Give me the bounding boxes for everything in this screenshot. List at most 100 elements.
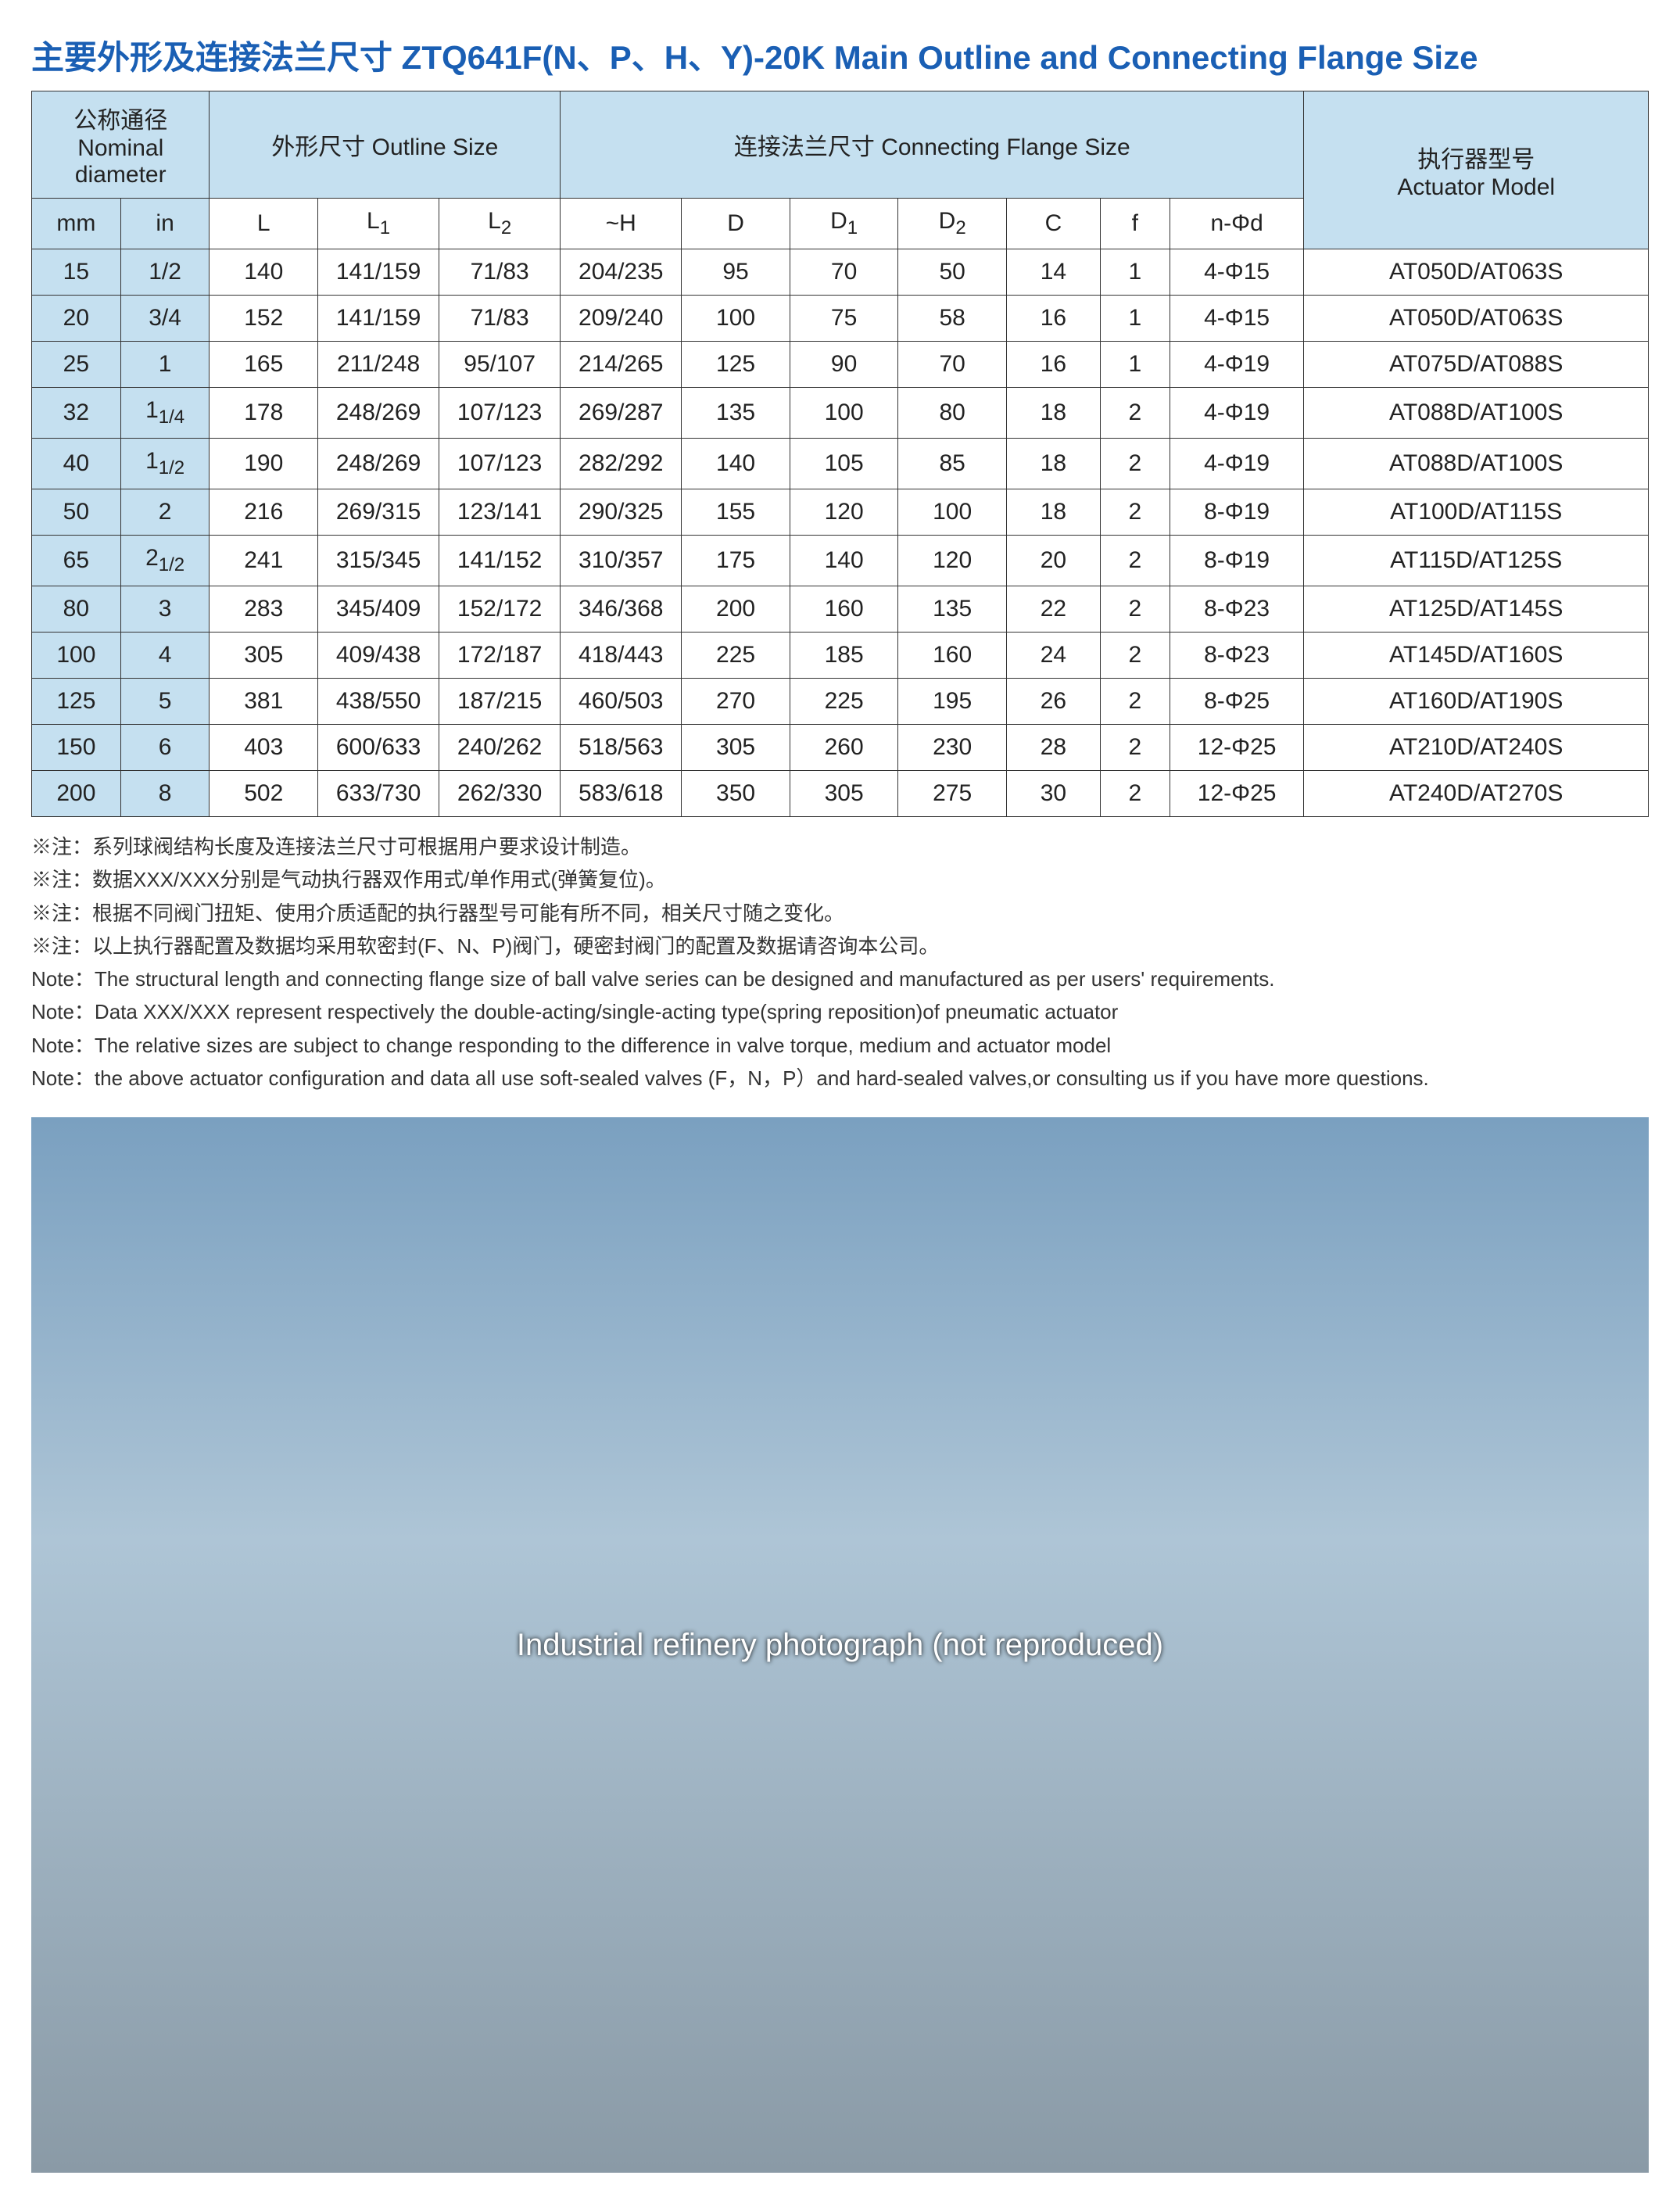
hdr-nominal: 公称通径 Nominal diameter [32, 91, 210, 199]
table-cell: 190 [210, 439, 318, 489]
table-cell: 403 [210, 725, 318, 771]
table-cell: AT160D/AT190S [1304, 679, 1649, 725]
table-cell: 140 [210, 249, 318, 296]
table-cell: 2 [1100, 388, 1170, 439]
note-line: ※注：系列球阀结构长度及连接法兰尺寸可根据用户要求设计制造。 [31, 831, 1649, 862]
table-row: 3211/4178248/269107/123269/2871351008018… [32, 388, 1649, 439]
table-cell: 216 [210, 489, 318, 536]
table-cell: 5 [120, 679, 210, 725]
table-cell: 4-Φ15 [1170, 296, 1304, 342]
table-cell: 11/4 [120, 388, 210, 439]
table-cell: 21/2 [120, 536, 210, 586]
table-body: 151/2140141/15971/83204/2359570501414-Φ1… [32, 249, 1649, 817]
table-cell: 8-Φ23 [1170, 586, 1304, 633]
note-line: Note：The relative sizes are subject to c… [31, 1030, 1649, 1061]
table-cell: 2 [1100, 536, 1170, 586]
table-cell: 185 [790, 633, 898, 679]
table-cell: 16 [1006, 342, 1100, 388]
table-cell: 11/2 [120, 439, 210, 489]
table-cell: AT100D/AT115S [1304, 489, 1649, 536]
table-cell: 152 [210, 296, 318, 342]
hdr-nominal-en: Nominal diameter [75, 135, 167, 188]
table-cell: 381 [210, 679, 318, 725]
table-cell: 18 [1006, 489, 1100, 536]
table-cell: 141/152 [439, 536, 561, 586]
hdr-D1: D1 [790, 199, 898, 249]
table-cell: 26 [1006, 679, 1100, 725]
table-cell: 1 [120, 342, 210, 388]
table-cell: 125 [682, 342, 790, 388]
table-cell: 100 [790, 388, 898, 439]
table-cell: 8-Φ23 [1170, 633, 1304, 679]
table-cell: 2 [1100, 679, 1170, 725]
note-line: Note：the above actuator configuration an… [31, 1063, 1649, 1094]
hdr-D2: D2 [898, 199, 1007, 249]
table-cell: 175 [682, 536, 790, 586]
table-cell: 107/123 [439, 439, 561, 489]
table-cell: 30 [1006, 771, 1100, 817]
table-cell: 70 [790, 249, 898, 296]
table-cell: 90 [790, 342, 898, 388]
table-cell: 105 [790, 439, 898, 489]
table-cell: 269/287 [561, 388, 682, 439]
table-cell: AT125D/AT145S [1304, 586, 1649, 633]
table-row: 4011/2190248/269107/123282/2921401058518… [32, 439, 1649, 489]
table-cell: 248/269 [318, 439, 439, 489]
table-row: 1506403600/633240/262518/563305260230282… [32, 725, 1649, 771]
table-cell: 50 [898, 249, 1007, 296]
table-cell: 140 [682, 439, 790, 489]
table-cell: 152/172 [439, 586, 561, 633]
table-cell: 20 [1006, 536, 1100, 586]
table-head: 公称通径 Nominal diameter 外形尺寸 Outline Size … [32, 91, 1649, 249]
table-cell: 120 [790, 489, 898, 536]
table-cell: 58 [898, 296, 1007, 342]
table-cell: 409/438 [318, 633, 439, 679]
table-cell: 1 [1100, 296, 1170, 342]
table-cell: 20 [32, 296, 121, 342]
table-cell: 282/292 [561, 439, 682, 489]
title-en: Main Outline and Connecting Flange Size [825, 39, 1478, 76]
table-cell: 200 [682, 586, 790, 633]
table-cell: 305 [790, 771, 898, 817]
table-cell: 225 [682, 633, 790, 679]
table-cell: 4-Φ19 [1170, 388, 1304, 439]
table-cell: 1/2 [120, 249, 210, 296]
table-cell: 2 [120, 489, 210, 536]
table-cell: 95/107 [439, 342, 561, 388]
table-cell: 346/368 [561, 586, 682, 633]
table-row: 203/4152141/15971/83209/24010075581614-Φ… [32, 296, 1649, 342]
table-cell: 283 [210, 586, 318, 633]
table-cell: 71/83 [439, 249, 561, 296]
hdr-outline: 外形尺寸 Outline Size [210, 91, 561, 199]
table-cell: 418/443 [561, 633, 682, 679]
table-cell: 2 [1100, 586, 1170, 633]
table-cell: 2 [1100, 439, 1170, 489]
table-cell: AT210D/AT240S [1304, 725, 1649, 771]
spec-table: 公称通径 Nominal diameter 外形尺寸 Outline Size … [31, 91, 1649, 817]
table-cell: 100 [32, 633, 121, 679]
hdr-L1: L1 [318, 199, 439, 249]
table-cell: 178 [210, 388, 318, 439]
note-line: Note：The structural length and connectin… [31, 963, 1649, 994]
table-cell: 1 [1100, 342, 1170, 388]
table-cell: 160 [898, 633, 1007, 679]
table-cell: 70 [898, 342, 1007, 388]
table-cell: 141/159 [318, 249, 439, 296]
table-cell: 187/215 [439, 679, 561, 725]
table-cell: 2 [1100, 633, 1170, 679]
table-cell: 172/187 [439, 633, 561, 679]
table-cell: 18 [1006, 388, 1100, 439]
table-cell: 214/265 [561, 342, 682, 388]
table-cell: 155 [682, 489, 790, 536]
table-cell: 3 [120, 586, 210, 633]
table-row: 803283345/409152/172346/3682001601352228… [32, 586, 1649, 633]
table-cell: 1 [1100, 249, 1170, 296]
table-cell: 633/730 [318, 771, 439, 817]
table-row: 1255381438/550187/215460/503270225195262… [32, 679, 1649, 725]
table-cell: 2 [1100, 725, 1170, 771]
table-cell: 80 [32, 586, 121, 633]
table-cell: 65 [32, 536, 121, 586]
table-cell: 15 [32, 249, 121, 296]
table-cell: 275 [898, 771, 1007, 817]
table-cell: 305 [210, 633, 318, 679]
